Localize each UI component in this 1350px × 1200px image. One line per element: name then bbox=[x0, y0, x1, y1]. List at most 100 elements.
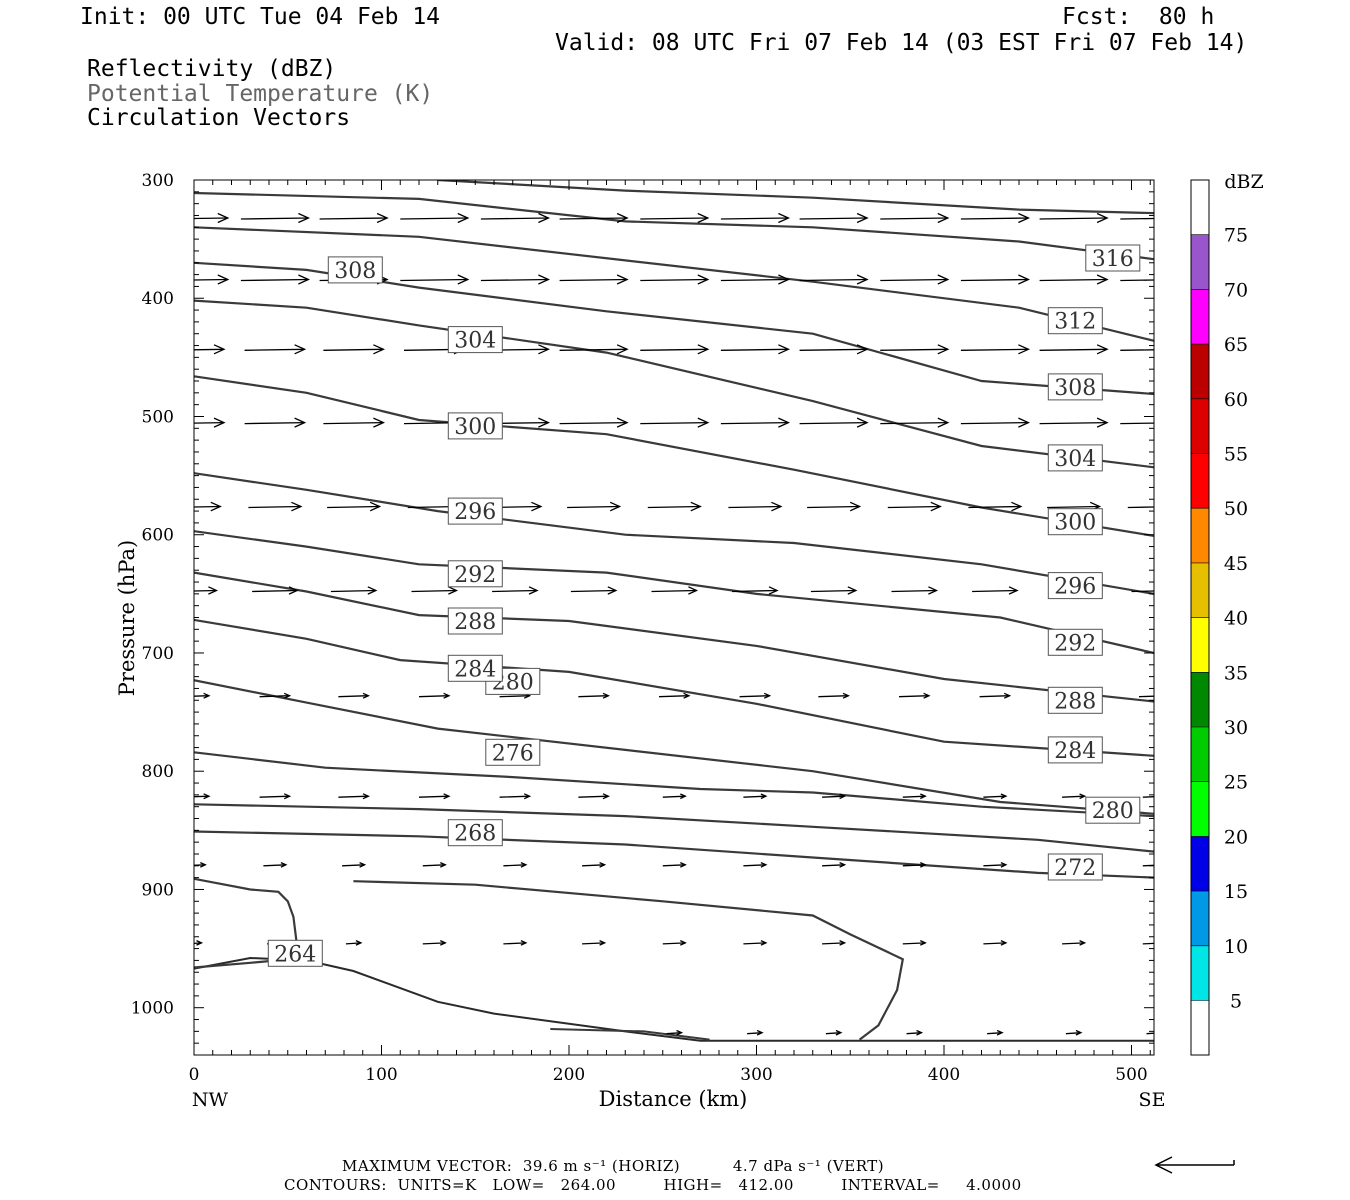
x-end-label-se: SE bbox=[1139, 1089, 1166, 1111]
circulation-vector bbox=[559, 212, 629, 224]
circulation-vector bbox=[492, 586, 539, 595]
colorbar-swatch bbox=[1191, 508, 1209, 563]
circulation-vector bbox=[422, 940, 447, 946]
svg-text:264: 264 bbox=[274, 942, 316, 967]
svg-text:284: 284 bbox=[454, 657, 496, 682]
circulation-vector bbox=[578, 793, 610, 800]
circulation-vector bbox=[880, 344, 950, 355]
circulation-vector bbox=[345, 940, 363, 946]
circulation-vector bbox=[499, 793, 532, 800]
svg-text:304: 304 bbox=[454, 329, 496, 354]
circulation-vector bbox=[720, 417, 790, 428]
circulation-vector bbox=[822, 793, 847, 800]
colorbar-swatch bbox=[1191, 453, 1209, 509]
circulation-vector bbox=[567, 501, 622, 512]
circulation-vector bbox=[330, 586, 378, 595]
circulation-vector bbox=[263, 862, 288, 868]
colorbar-label: 30 bbox=[1224, 717, 1248, 739]
circulation-vector bbox=[570, 586, 618, 595]
svg-text:296: 296 bbox=[454, 500, 496, 525]
y-tick-label: 600 bbox=[142, 526, 174, 546]
circulation-vector bbox=[480, 274, 550, 285]
circulation-vector bbox=[818, 692, 850, 699]
theta-contour-292 bbox=[194, 530, 1154, 655]
colorbar-swatch bbox=[1191, 180, 1209, 235]
circulation-vector bbox=[559, 417, 629, 428]
field-reflectivity: Reflectivity (dBZ) bbox=[87, 56, 337, 82]
svg-text:292: 292 bbox=[454, 563, 496, 588]
circulation-vector bbox=[979, 692, 1012, 699]
svg-text:312: 312 bbox=[1054, 310, 1096, 335]
circulation-vector bbox=[960, 344, 1030, 355]
circulation-vector bbox=[807, 501, 862, 512]
circulation-vector bbox=[728, 501, 783, 512]
svg-text:288: 288 bbox=[454, 610, 496, 635]
y-tick-label: 900 bbox=[142, 880, 174, 900]
circulation-vector bbox=[259, 793, 292, 800]
circulation-vector bbox=[640, 212, 710, 224]
circulation-vector bbox=[968, 501, 1023, 512]
circulation-vector bbox=[880, 417, 950, 428]
valid-time: Valid: 08 UTC Fri 07 Feb 14 (03 EST Fri … bbox=[555, 30, 1248, 56]
contour-label-292: 292 bbox=[1047, 628, 1103, 656]
theta-contour-280 bbox=[194, 679, 1154, 815]
circulation-vector bbox=[1039, 274, 1109, 285]
colorbar-swatch bbox=[1191, 234, 1209, 290]
circulation-vector bbox=[259, 692, 292, 699]
circulation-vector bbox=[1120, 349, 1154, 351]
colorbar-label: 25 bbox=[1224, 772, 1248, 794]
contour-label-316: 316 bbox=[1085, 244, 1141, 272]
theta-contour-288 bbox=[194, 571, 1154, 703]
circulation-vector bbox=[252, 586, 299, 595]
circulation-vector bbox=[960, 274, 1030, 285]
svg-text:288: 288 bbox=[1054, 689, 1096, 714]
circulation-vector bbox=[1039, 344, 1109, 355]
field-potential-temperature: Potential Temperature (K) bbox=[87, 81, 434, 107]
circulation-vector bbox=[323, 344, 385, 355]
y-tick-label: 800 bbox=[142, 762, 174, 782]
circulation-vector bbox=[400, 274, 470, 285]
circulation-vector bbox=[987, 1029, 1004, 1036]
circulation-vector bbox=[1120, 217, 1154, 220]
circulation-vector bbox=[720, 212, 790, 224]
circulation-vector bbox=[240, 212, 310, 224]
svg-text:272: 272 bbox=[1054, 856, 1096, 881]
theta-contour-296 bbox=[194, 472, 1154, 595]
circulation-vector bbox=[898, 692, 931, 699]
colorbar-swatch bbox=[1191, 836, 1209, 892]
circulation-vector bbox=[1062, 793, 1087, 800]
circulation-vector bbox=[194, 692, 211, 699]
x-tick-label: 0 bbox=[189, 1065, 200, 1085]
circulation-vector bbox=[1138, 695, 1154, 698]
circulation-vector bbox=[972, 586, 1019, 595]
circulation-vector bbox=[902, 793, 927, 800]
theta-contour-264-outer bbox=[194, 956, 1154, 1042]
colorbar-swatch bbox=[1191, 781, 1209, 837]
circulation-vector bbox=[503, 940, 528, 946]
circulation-vector bbox=[720, 274, 790, 285]
circulation-vector bbox=[194, 940, 204, 946]
colorbar-swatch bbox=[1191, 945, 1209, 1001]
x-tick-label: 300 bbox=[740, 1065, 772, 1085]
circulation-vector bbox=[418, 793, 451, 800]
contour-label-296: 296 bbox=[1047, 572, 1103, 600]
colorbar-label: 35 bbox=[1224, 662, 1248, 684]
colorbar-swatch bbox=[1191, 289, 1209, 345]
circulation-vector bbox=[248, 501, 303, 512]
contour-label-288: 288 bbox=[447, 607, 503, 635]
circulation-vector bbox=[323, 417, 385, 428]
contours-note: CONTOURS: UNITS=K LOW= 264.00 HIGH= 412.… bbox=[284, 1176, 1022, 1194]
circulation-vector bbox=[1142, 796, 1154, 798]
circulation-vector bbox=[194, 586, 219, 595]
circulation-vector bbox=[559, 344, 629, 355]
colorbar-label: 40 bbox=[1224, 608, 1248, 630]
circulation-vector bbox=[662, 793, 687, 800]
colorbar-swatch bbox=[1191, 727, 1209, 782]
circulation-vector bbox=[743, 862, 768, 868]
contour-label-300: 300 bbox=[447, 412, 503, 440]
contour-label-292: 292 bbox=[447, 560, 503, 588]
circulation-vector bbox=[1127, 506, 1154, 509]
circulation-vector bbox=[983, 793, 1008, 800]
theta-contour-284 bbox=[194, 618, 1154, 757]
circulation-vector bbox=[822, 862, 847, 868]
